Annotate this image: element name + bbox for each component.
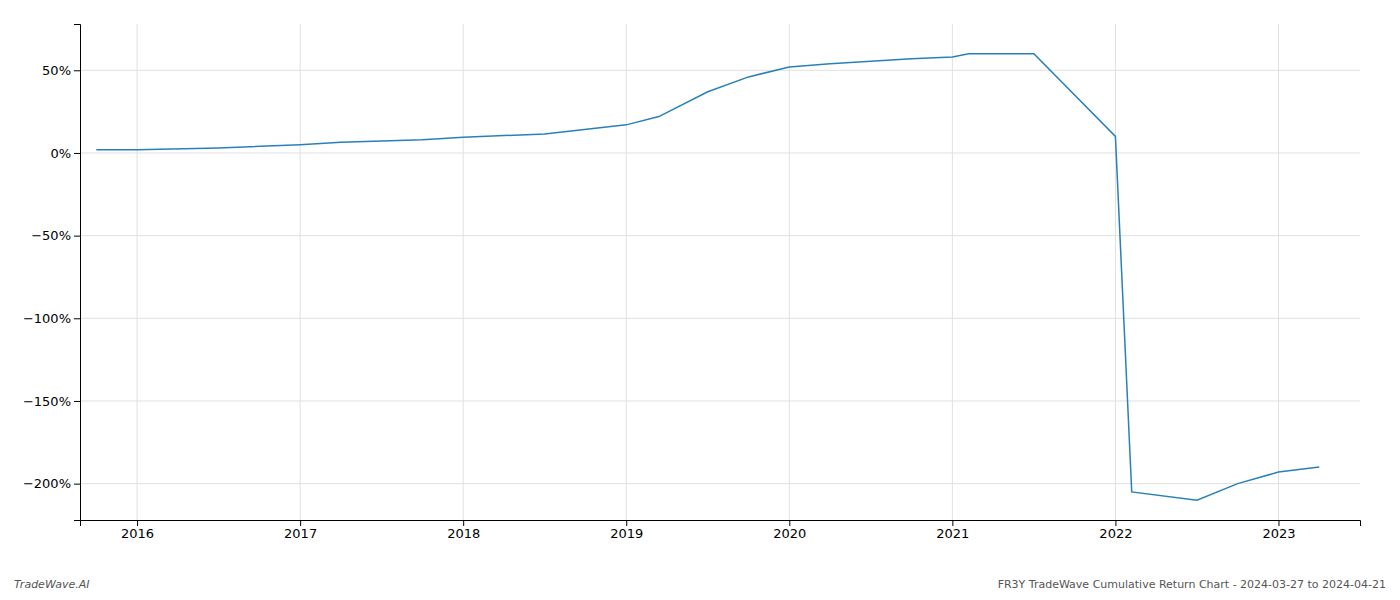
y-tick-label: 50% — [42, 63, 71, 78]
x-tick-mark — [463, 520, 464, 526]
x-tick-mark — [789, 520, 790, 526]
y-tick-mark — [74, 401, 80, 402]
y-tick: −100% — [23, 311, 80, 326]
x-axis: 2016 2017 2018 2019 2020 2021 2022 2023 — [81, 520, 1361, 541]
x-tick-label: 2020 — [773, 526, 806, 541]
y-axis: 50% 0% −50% −100% −150% −200% — [23, 25, 81, 521]
y-tick: −150% — [23, 394, 80, 409]
y-tick-label: −100% — [23, 311, 71, 326]
x-tick-label: 2016 — [121, 526, 154, 541]
y-tick: −50% — [31, 228, 80, 243]
x-grid-line — [137, 24, 138, 520]
x-grid-line — [1115, 24, 1116, 520]
y-grid-line — [80, 318, 1360, 319]
y-grid-line — [80, 152, 1360, 153]
y-grid-line — [80, 400, 1360, 401]
annotation: FR3Y TradeWave Cumulative Return Chart -… — [998, 578, 1386, 591]
grid — [80, 24, 1360, 520]
y-grid-line — [80, 70, 1360, 71]
y-axis-line — [74, 25, 81, 521]
y-tick: 0% — [50, 146, 80, 161]
annotations: TradeWave.AI FR3Y TradeWave Cumulative Re… — [14, 578, 1386, 591]
x-tick-label: 2021 — [936, 526, 969, 541]
y-tick: 50% — [42, 63, 80, 78]
x-tick: 2021 — [936, 520, 969, 541]
x-tick-label: 2019 — [610, 526, 643, 541]
x-grid-line — [1278, 24, 1279, 520]
x-grid-line — [626, 24, 627, 520]
plot-area — [96, 54, 1319, 500]
x-tick-mark — [952, 520, 953, 526]
y-tick-mark — [74, 484, 80, 485]
x-tick-label: 2017 — [284, 526, 317, 541]
y-tick: −200% — [23, 476, 80, 491]
x-tick-mark — [1278, 520, 1279, 526]
x-tick: 2019 — [610, 520, 643, 541]
y-grid-line — [80, 235, 1360, 236]
data-line — [96, 54, 1319, 500]
x-tick: 2020 — [773, 520, 806, 541]
y-tick-mark — [74, 318, 80, 319]
chart-svg: 2016 2017 2018 2019 2020 2021 2022 2023 50% 0% −50… — [0, 0, 1400, 600]
x-tick: 2022 — [1099, 520, 1132, 541]
x-tick: 2023 — [1262, 520, 1295, 541]
x-grid-line — [952, 24, 953, 520]
x-tick-label: 2022 — [1099, 526, 1132, 541]
x-tick-mark — [137, 520, 138, 526]
y-tick-mark — [74, 70, 80, 71]
y-tick-label: −200% — [23, 476, 71, 491]
x-tick: 2018 — [447, 520, 480, 541]
x-tick: 2017 — [284, 520, 317, 541]
x-grid-line — [789, 24, 790, 520]
annotation: TradeWave.AI — [14, 578, 89, 591]
x-tick-label: 2023 — [1262, 526, 1295, 541]
y-tick-label: −150% — [23, 394, 71, 409]
x-tick: 2016 — [121, 520, 154, 541]
y-tick-mark — [74, 236, 80, 237]
x-tick-mark — [300, 520, 301, 526]
y-tick-label: −50% — [31, 228, 71, 243]
x-grid-line — [300, 24, 301, 520]
x-tick-mark — [1115, 520, 1116, 526]
chart-container: 2016 2017 2018 2019 2020 2021 2022 2023 50% 0% −50… — [0, 0, 1400, 600]
x-grid-line — [463, 24, 464, 520]
x-axis-line — [81, 521, 1361, 527]
y-tick-label: 0% — [50, 146, 71, 161]
x-tick-label: 2018 — [447, 526, 480, 541]
y-grid-line — [80, 483, 1360, 484]
y-tick-mark — [74, 153, 80, 154]
x-tick-mark — [626, 520, 627, 526]
